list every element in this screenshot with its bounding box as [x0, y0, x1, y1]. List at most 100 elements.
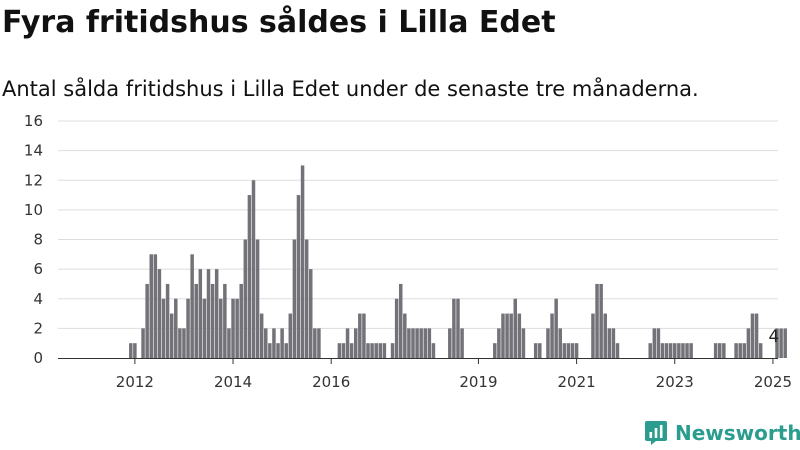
bar — [668, 343, 673, 358]
y-tick-label: 4 — [33, 290, 43, 308]
bar — [182, 328, 186, 359]
bar — [284, 343, 288, 358]
bar — [129, 343, 133, 358]
bar — [309, 269, 313, 359]
y-tick-label: 8 — [33, 231, 43, 249]
bar — [607, 328, 612, 359]
bar — [558, 328, 562, 359]
bar — [149, 254, 153, 358]
bar — [603, 313, 607, 358]
bar — [247, 195, 252, 358]
bar — [533, 343, 538, 358]
bar — [382, 343, 387, 358]
bar — [407, 328, 411, 359]
bar — [235, 298, 239, 358]
bar — [546, 328, 550, 359]
bar — [448, 328, 452, 359]
x-tick-label: 2021 — [558, 373, 596, 391]
bar — [223, 283, 227, 358]
bar — [210, 283, 215, 358]
chart-title: Fyra fritidshus såldes i Lilla Edet — [2, 5, 556, 40]
bar — [419, 328, 423, 359]
bar — [591, 313, 595, 358]
bar — [738, 343, 742, 358]
bar — [259, 313, 264, 358]
bar — [202, 298, 207, 358]
x-tick-label: 2023 — [656, 373, 694, 391]
y-tick-label: 14 — [24, 142, 43, 160]
bar — [611, 328, 616, 359]
bar — [349, 343, 354, 358]
bar — [554, 298, 558, 358]
bar — [505, 313, 509, 358]
bar — [398, 283, 403, 358]
bar — [521, 328, 526, 359]
bar — [779, 328, 783, 359]
y-tick-label: 16 — [24, 112, 43, 130]
bar — [186, 298, 190, 358]
newsworthy-logo: Newsworthy — [644, 420, 800, 446]
bar — [194, 283, 198, 358]
bar — [456, 298, 460, 358]
bar — [358, 313, 362, 358]
bar — [403, 313, 407, 358]
bar — [460, 328, 464, 359]
x-tick-label: 2025 — [754, 373, 792, 391]
bar — [272, 328, 276, 359]
bar — [713, 343, 718, 358]
y-tick-label: 0 — [33, 349, 43, 367]
bar — [742, 343, 747, 358]
bar — [313, 328, 317, 359]
bar — [538, 343, 542, 358]
bar — [300, 165, 305, 358]
bar — [615, 343, 620, 358]
bar — [243, 239, 248, 358]
bar — [169, 313, 174, 358]
bar — [509, 313, 513, 358]
bar — [153, 254, 158, 358]
bar — [775, 328, 779, 359]
bar — [427, 328, 432, 359]
bar — [689, 343, 693, 358]
bar — [198, 269, 203, 359]
bar — [394, 298, 399, 358]
bar — [411, 328, 415, 359]
x-tick-label: 2016 — [312, 373, 350, 391]
bar — [685, 343, 689, 358]
bar — [288, 313, 293, 358]
bar — [664, 343, 669, 358]
bar — [550, 313, 554, 358]
bar — [783, 328, 787, 359]
bar — [362, 313, 366, 358]
bar — [681, 343, 685, 358]
data-label: 4 — [769, 327, 780, 347]
bar — [656, 328, 661, 359]
bar — [746, 328, 751, 359]
bar — [722, 343, 726, 358]
bar — [652, 328, 657, 359]
bar — [292, 239, 297, 358]
bar — [251, 180, 256, 358]
bar — [276, 343, 280, 358]
bar — [718, 343, 722, 358]
bar — [214, 269, 219, 359]
bar — [660, 343, 665, 358]
bar — [268, 343, 272, 358]
bar — [599, 283, 603, 358]
bar — [648, 343, 652, 358]
bar — [570, 343, 575, 358]
bar — [219, 298, 223, 358]
bar — [206, 269, 211, 359]
y-tick-label: 6 — [33, 260, 43, 278]
bar — [390, 343, 395, 358]
bar — [133, 343, 137, 358]
bar — [374, 343, 378, 358]
bar — [345, 328, 350, 359]
bar — [754, 313, 759, 358]
y-tick-label: 2 — [33, 319, 43, 337]
bar — [353, 328, 358, 359]
bar — [161, 298, 166, 358]
bar — [734, 343, 738, 358]
bar — [501, 313, 505, 358]
bar — [145, 283, 149, 358]
